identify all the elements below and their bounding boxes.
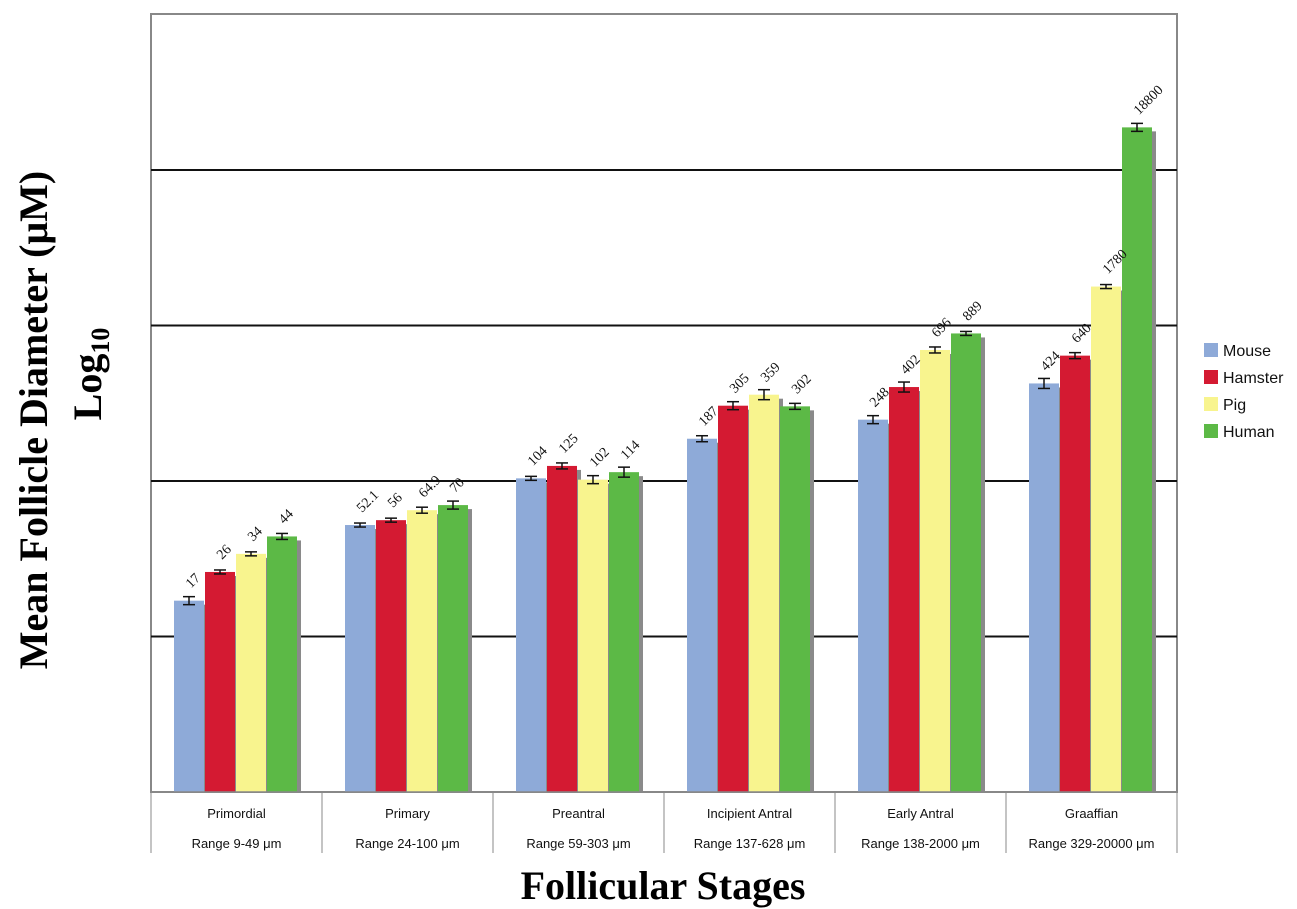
bar-pig: [920, 349, 950, 792]
bar-hamster: [205, 571, 235, 792]
legend-swatch-hamster: [1204, 370, 1218, 384]
category-range: Range 9-49 μm: [192, 836, 282, 851]
bar-human: [267, 536, 297, 792]
category-range: Range 137-628 μm: [694, 836, 806, 851]
gridlines: [151, 169, 1177, 638]
bar-pig: [749, 394, 779, 792]
bars: [174, 127, 1156, 792]
bar-hamster: [889, 387, 919, 792]
category-label: Primordial: [207, 806, 266, 821]
bar-mouse: [1029, 383, 1059, 792]
legend-label-pig: Pig: [1223, 397, 1246, 414]
bar-mouse: [345, 525, 375, 792]
category-label: Incipient Antral: [707, 806, 792, 821]
x-axis-title: Follicular Stages: [521, 863, 806, 908]
bar-mouse: [516, 478, 546, 792]
bar-hamster: [1060, 355, 1090, 792]
legend: Mouse Hamster Pig Human: [1204, 343, 1284, 441]
legend-label-hamster: Hamster: [1223, 370, 1284, 387]
bar-hamster: [376, 520, 406, 792]
bar-human: [609, 472, 639, 792]
category-range: Range 138-2000 μm: [861, 836, 980, 851]
category-range: Range 329-20000 μm: [1028, 836, 1154, 851]
bar-pig: [407, 510, 437, 792]
bar-human: [951, 333, 981, 792]
y-axis-scale-log: Log: [65, 354, 110, 421]
category-label: Graaffian: [1065, 806, 1118, 821]
legend-label-human: Human: [1223, 424, 1275, 441]
y-axis-scale-base: 10: [86, 328, 115, 354]
plot-area: [150, 13, 1178, 793]
error-bars: [183, 122, 1143, 606]
y-axis-scale-label: Log10: [65, 328, 115, 421]
category-label: Preantral: [552, 806, 605, 821]
y-axis-title: Mean Follicle Diameter (μM): [11, 171, 56, 669]
bar-human: [780, 406, 810, 792]
bar-hamster: [547, 465, 577, 792]
category-table: Primordial Range 9-49 μm Primary Range 24-1…: [150, 791, 1178, 853]
bar-human: [1122, 127, 1152, 792]
bar-hamster: [718, 405, 748, 792]
category-range: Range 24-100 μm: [355, 836, 459, 851]
bar-mouse: [687, 438, 717, 792]
legend-label-mouse: Mouse: [1223, 343, 1271, 360]
category-label: Early Antral: [887, 806, 954, 821]
category-label: Primary: [385, 806, 430, 821]
bar-mouse: [858, 419, 888, 792]
bar-pig: [236, 553, 266, 792]
category-range: Range 59-303 μm: [526, 836, 630, 851]
bar-pig: [578, 479, 608, 792]
legend-swatch-pig: [1204, 397, 1218, 411]
bar-pig: [1091, 286, 1121, 792]
legend-swatch-mouse: [1204, 343, 1218, 357]
bar-mouse: [174, 600, 204, 792]
legend-swatch-human: [1204, 424, 1218, 438]
bar-human: [438, 505, 468, 792]
